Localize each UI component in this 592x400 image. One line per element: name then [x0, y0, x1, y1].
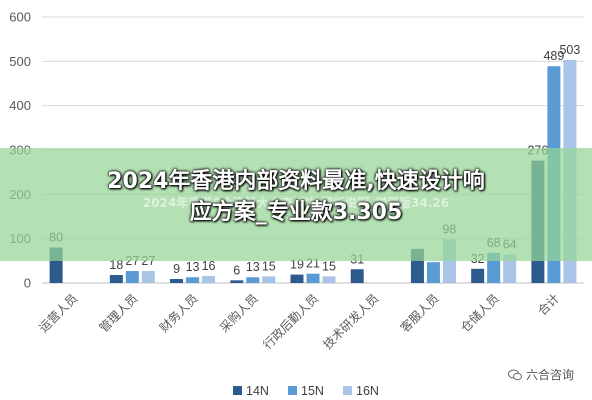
- y-tick-label: 600: [9, 10, 31, 25]
- data-label: 19: [290, 258, 304, 272]
- x-tick-label: 客服人员: [397, 291, 442, 336]
- data-label: 16: [202, 259, 216, 273]
- data-label: 18: [109, 258, 123, 272]
- x-tick-label: 财务人员: [156, 291, 201, 336]
- legend-swatch: [288, 386, 297, 395]
- data-label: 9: [173, 262, 180, 276]
- legend: 14N 15N 16N: [233, 384, 379, 398]
- data-label: 6: [233, 263, 240, 277]
- bar-16N: [322, 276, 336, 283]
- x-tick-label: 运营人员: [36, 291, 80, 335]
- bar-15N: [246, 277, 260, 283]
- y-tick-label: 500: [9, 54, 31, 69]
- overlay-banner: [0, 148, 592, 261]
- data-label: 13: [246, 260, 260, 274]
- overlay-title: 2024年香港内部资料最准,快速设计响 应方案_专业款3.305: [0, 166, 592, 228]
- y-tick-label: 0: [24, 276, 31, 291]
- watermark-text: 六合咨询: [525, 368, 574, 382]
- overlay-subtitle: 2024年香港6合资料大全查,定性解析说明_增强版34.26: [142, 196, 450, 210]
- bar-16N: [262, 276, 276, 283]
- bar-14N: [471, 268, 485, 283]
- x-tick-label: 合计: [534, 291, 562, 319]
- bar-14N: [230, 280, 244, 283]
- watermark: 六合咨询: [507, 366, 574, 383]
- x-tick-label: 技术研发人员: [320, 291, 382, 353]
- overlay-title-line-1: 2024年香港内部资料最准,快速设计响: [107, 169, 485, 194]
- bar-15N: [186, 277, 200, 283]
- wechat-icon: [507, 369, 522, 380]
- x-tick-label: 采购人员: [216, 291, 261, 336]
- x-tick-label: 仓储人员: [457, 291, 502, 336]
- y-tick-label: 400: [9, 98, 31, 113]
- bar-16N: [503, 254, 517, 283]
- bar-14N: [170, 279, 184, 283]
- data-label: 15: [322, 259, 336, 273]
- bar-16N: [141, 271, 155, 283]
- bar-14N: [350, 269, 364, 283]
- x-axis-labels: 运营人员 管理人员 财务人员 采购人员 行政后勤人员 技术研发人员 客服人员 仓储人员 合计: [36, 291, 562, 353]
- overlay-title-line-2: 应方案_专业款3.305: [189, 200, 403, 225]
- data-label: 489: [543, 49, 564, 63]
- legend-label: 14N: [246, 384, 269, 398]
- data-label: 13: [186, 260, 200, 274]
- legend-label: 15N: [301, 384, 324, 398]
- data-label: 15: [262, 259, 276, 273]
- x-tick-label: 管理人员: [96, 291, 141, 336]
- x-tick-label: 行政后勤人员: [260, 291, 321, 352]
- legend-swatch: [233, 386, 242, 395]
- legend-swatch: [343, 386, 352, 395]
- bar-16N: [202, 275, 216, 283]
- bar-14N: [290, 274, 304, 283]
- bar-15N: [426, 262, 440, 283]
- bar-15N: [125, 271, 139, 283]
- bar-15N: [306, 273, 320, 283]
- bar-14N: [109, 275, 123, 283]
- data-label: 503: [559, 43, 580, 57]
- legend-label: 16N: [356, 384, 379, 398]
